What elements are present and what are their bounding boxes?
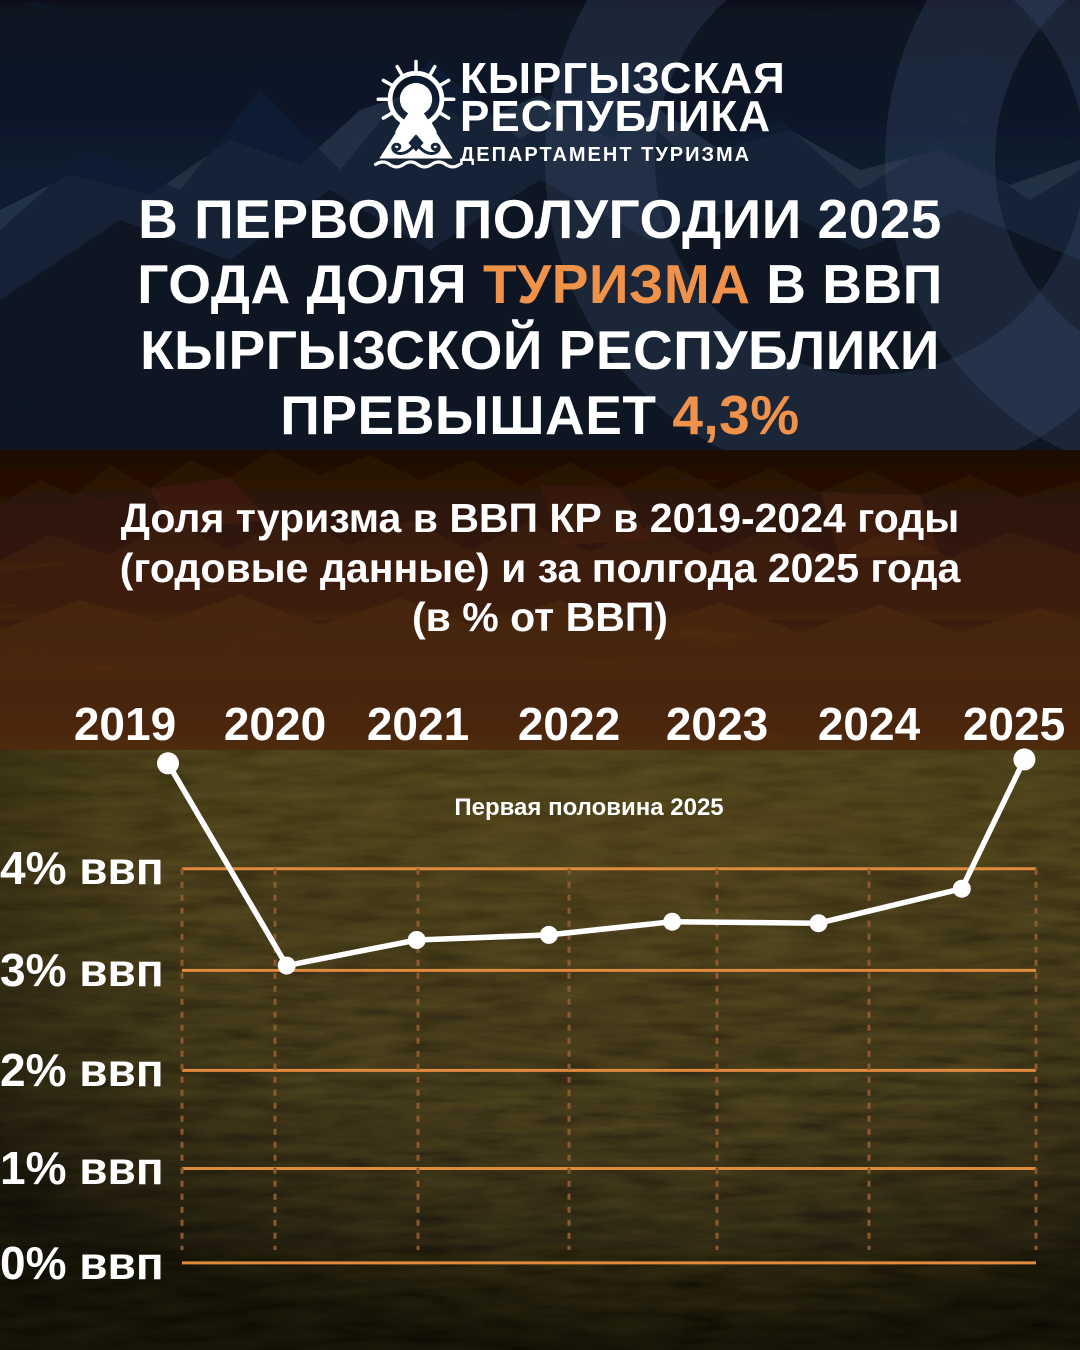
svg-text:2022: 2022	[518, 700, 620, 750]
svg-text:2020: 2020	[224, 700, 326, 750]
svg-text:2024: 2024	[818, 700, 921, 750]
svg-text:1% ввп: 1% ввп	[0, 1142, 164, 1194]
svg-text:0% ввп: 0% ввп	[0, 1237, 164, 1289]
svg-text:Первая половина 2025: Первая половина 2025	[454, 794, 723, 821]
svg-text:3% ввп: 3% ввп	[0, 944, 164, 996]
svg-text:2023: 2023	[666, 700, 768, 750]
svg-text:2021: 2021	[367, 700, 469, 750]
svg-text:2019: 2019	[74, 700, 176, 750]
svg-text:4% ввп: 4% ввп	[0, 842, 164, 894]
svg-text:2025: 2025	[963, 700, 1065, 750]
svg-text:2% ввп: 2% ввп	[0, 1044, 164, 1096]
